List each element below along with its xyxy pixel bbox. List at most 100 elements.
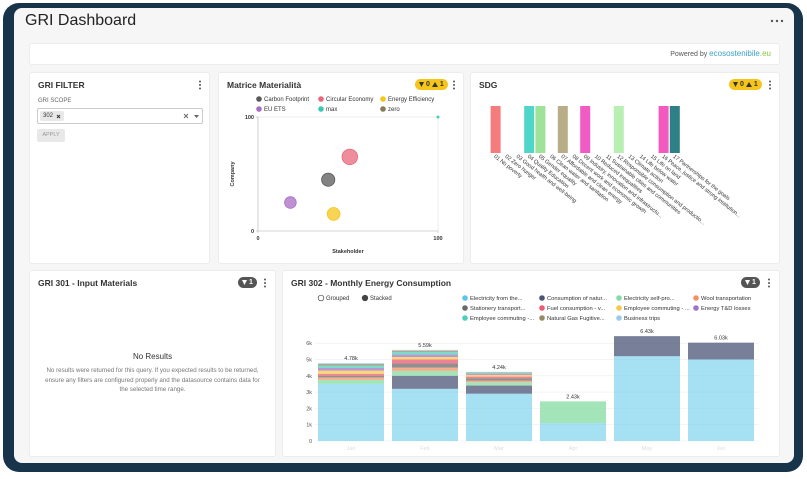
y-tick-label: 6k	[306, 341, 312, 347]
gri302-panel: GRI 302 - Monthly Energy Consumption 1 G…	[282, 270, 780, 457]
alert-icon	[431, 82, 438, 87]
legend-label[interactable]: Natural Gas Fugitive...	[547, 316, 605, 322]
bar-segment	[318, 367, 384, 371]
y-tick-label: 1k	[306, 423, 312, 429]
alert-icon	[745, 82, 752, 87]
total-label: 2.43k	[566, 394, 580, 400]
legend-label[interactable]: Energy T&D losses	[701, 306, 751, 312]
bar-segment	[392, 359, 458, 364]
alert-badge[interactable]: 0 1	[729, 79, 762, 90]
radio[interactable]	[361, 294, 369, 302]
legend-label[interactable]: Electricity from the...	[470, 296, 523, 302]
legend-swatch	[693, 305, 699, 311]
scope-select[interactable]: 302	[37, 108, 203, 124]
legend-label[interactable]: Consumption of natur...	[547, 296, 607, 302]
bar-segment	[318, 383, 384, 441]
legend-label[interactable]: Circular Economy	[326, 97, 373, 103]
panel-menu[interactable]	[263, 278, 267, 288]
filter-badge[interactable]: 1	[741, 277, 760, 288]
legend-swatch	[616, 295, 622, 301]
bar-segment	[688, 359, 754, 441]
no-results-message: No results were returned for this query.…	[45, 367, 260, 393]
legend-label[interactable]: Carbon Footprint	[264, 97, 309, 103]
bar-segment	[466, 380, 532, 383]
filter-badge[interactable]: 1	[238, 277, 257, 288]
bar-segment	[392, 350, 458, 353]
no-results-heading: No Results	[132, 352, 173, 361]
panel-menu[interactable]	[198, 80, 202, 90]
radio-label[interactable]: Grouped	[326, 296, 349, 302]
legend-label[interactable]: zero	[388, 107, 400, 113]
bar-segment	[318, 373, 384, 376]
panel-title: GRI 301 - Input Materials	[38, 278, 138, 288]
bar-segment	[540, 401, 606, 424]
legend-label[interactable]: max	[326, 107, 337, 113]
legend-swatch	[256, 106, 262, 112]
bar-segment	[392, 357, 458, 360]
radio[interactable]	[317, 294, 325, 302]
y-tick-label: 0	[251, 229, 254, 235]
x-axis-label: Stakeholder	[332, 249, 364, 255]
legend-label[interactable]: Fuel consumption - v...	[547, 306, 606, 312]
bar-segment	[318, 363, 384, 364]
y-tick-label: 5k	[306, 357, 312, 363]
bubble	[436, 115, 440, 119]
chip-remove[interactable]	[56, 114, 61, 119]
sdg-panel: SDG 0 1 01 No poverty 02 Zero hunger 03 Go…	[470, 72, 780, 264]
bar-segment	[318, 377, 384, 380]
select-controls[interactable]	[183, 113, 201, 120]
bar	[669, 106, 680, 153]
bar-segment	[392, 388, 458, 441]
legend-label[interactable]: Employee commuting -...	[470, 316, 535, 322]
radio-label[interactable]: Stacked	[370, 296, 392, 302]
legend-label[interactable]: Stationery transport...	[470, 306, 526, 312]
bar-segment	[466, 373, 532, 375]
bar-segment	[614, 356, 680, 441]
panel-menu[interactable]	[768, 80, 772, 90]
bubble	[321, 172, 336, 187]
legend-swatch	[539, 305, 545, 311]
field-label: GRI SCOPE	[38, 98, 72, 104]
legend-label[interactable]: Electricity self-pro...	[624, 296, 675, 302]
bar-segment	[466, 393, 532, 441]
panel-title: GRI FILTER	[38, 80, 85, 90]
y-axis-label: Company	[230, 161, 236, 187]
alert-badge[interactable]: 0 1	[415, 79, 448, 90]
bar	[613, 106, 624, 153]
legend-swatch	[318, 96, 324, 102]
scope-chip[interactable]: 302	[40, 111, 65, 121]
total-label: 4.78k	[344, 356, 358, 362]
legend-label[interactable]: Business trips	[624, 316, 660, 322]
legend-label[interactable]: Employee commuting - ...	[624, 306, 690, 312]
chip-label: 302	[43, 113, 54, 119]
alert-count: 1	[439, 81, 444, 88]
dashboard-menu[interactable]	[770, 18, 784, 24]
bar-segment	[318, 363, 384, 366]
bubble	[326, 207, 341, 221]
apply-button[interactable]: APPLY	[37, 129, 65, 142]
powered-bar: Powered by ecosostenibile.eu	[29, 43, 780, 65]
x-tick-label: Mar	[494, 446, 504, 452]
legend-swatch	[462, 295, 468, 301]
filter-icon	[733, 82, 738, 87]
x-tick-label: Apr	[569, 446, 578, 452]
legend-swatch	[380, 96, 386, 102]
bar-segment	[466, 376, 532, 379]
panel-menu[interactable]	[452, 80, 456, 90]
legend-swatch	[318, 106, 324, 112]
legend-label[interactable]: Energy Efficiency	[388, 97, 434, 103]
legend-label[interactable]: Wool transportation	[701, 296, 751, 302]
bar-segment	[392, 370, 458, 376]
bar-segment	[318, 375, 384, 378]
total-label: 4.24k	[492, 365, 506, 371]
bar-segment	[392, 354, 458, 358]
brand-suffix: .eu	[759, 49, 771, 58]
filter-icon	[242, 280, 247, 285]
total-label: 6.43k	[640, 329, 654, 335]
gri301-panel: GRI 301 - Input Materials 1 No Results N…	[29, 270, 276, 457]
panel-menu[interactable]	[767, 278, 771, 288]
bar-segment	[392, 363, 458, 368]
bubble	[341, 148, 358, 166]
legend-label[interactable]: EU ETS	[264, 107, 286, 113]
powered-by: Powered by ecosostenibile.eu	[670, 49, 771, 58]
